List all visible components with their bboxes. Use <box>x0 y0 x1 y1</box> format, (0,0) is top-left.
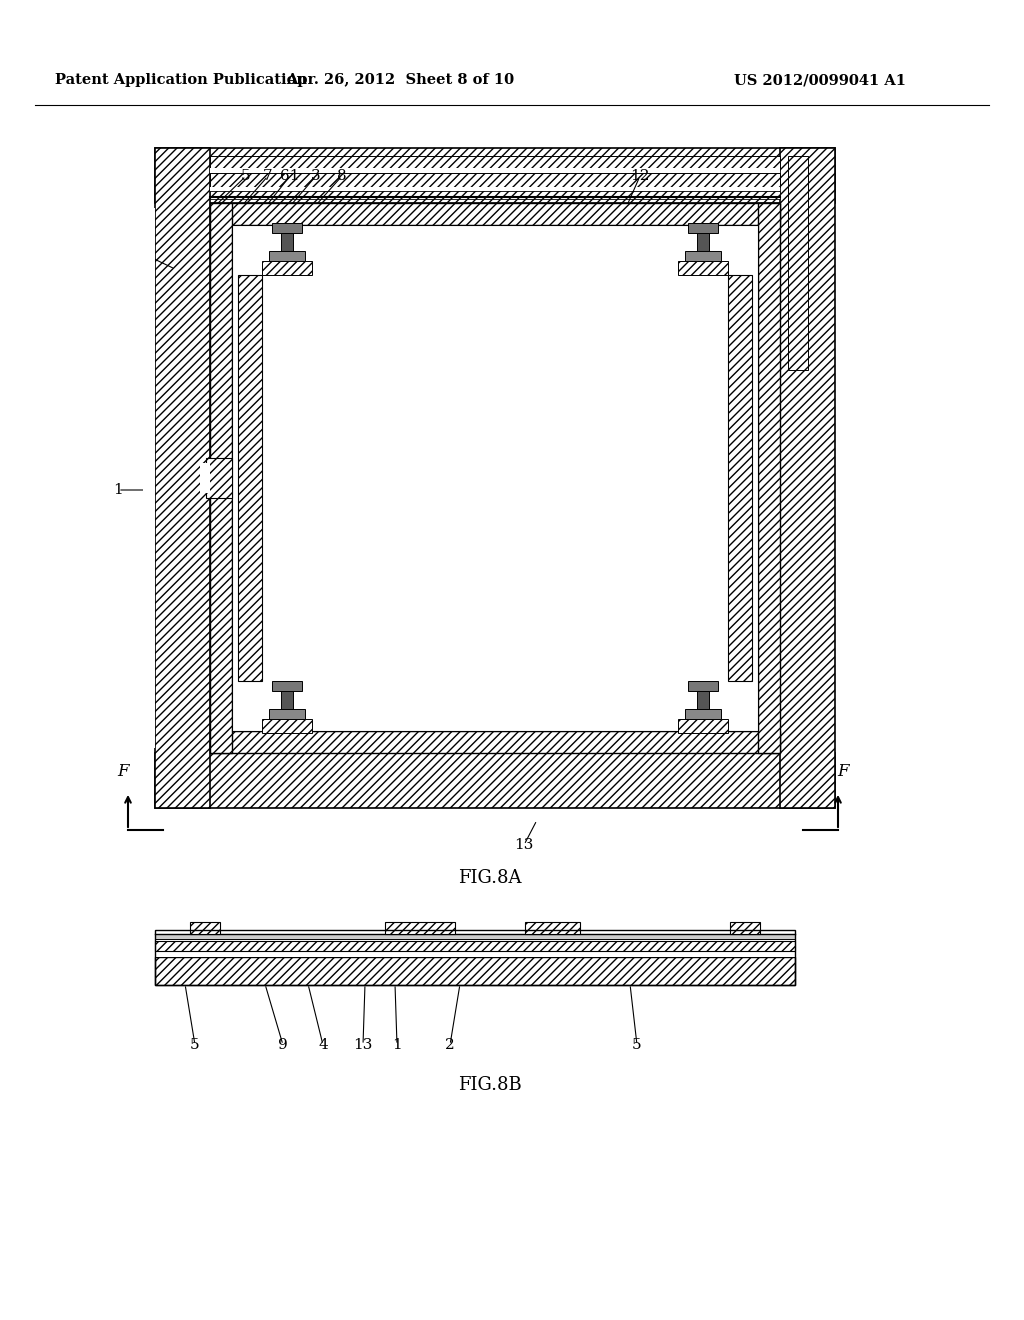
Bar <box>385 921 455 935</box>
Text: 5: 5 <box>190 1038 200 1052</box>
Bar <box>155 148 835 203</box>
Text: FIG.8B: FIG.8B <box>458 1076 522 1094</box>
Bar <box>210 168 780 173</box>
Text: 2: 2 <box>143 249 153 263</box>
Bar <box>685 251 721 261</box>
Bar <box>678 719 728 733</box>
Bar <box>788 156 808 370</box>
Bar <box>238 275 262 681</box>
Text: 61: 61 <box>281 169 300 183</box>
Text: Apr. 26, 2012  Sheet 8 of 10: Apr. 26, 2012 Sheet 8 of 10 <box>286 73 514 87</box>
Text: 3: 3 <box>311 169 321 183</box>
Text: 2: 2 <box>445 1038 455 1052</box>
Bar <box>210 203 780 224</box>
Text: 5: 5 <box>632 1038 642 1052</box>
Bar <box>272 681 302 690</box>
Bar <box>525 921 580 935</box>
Bar <box>758 203 780 752</box>
Bar <box>155 950 795 957</box>
Bar <box>200 463 210 492</box>
Text: 13: 13 <box>514 838 534 851</box>
Text: 12: 12 <box>630 169 650 183</box>
Text: US 2012/0099041 A1: US 2012/0099041 A1 <box>734 73 906 87</box>
Bar <box>272 223 302 234</box>
Bar <box>155 148 210 808</box>
Bar <box>281 690 293 709</box>
Bar <box>155 941 795 950</box>
Bar <box>697 690 709 709</box>
Bar <box>210 203 232 752</box>
Bar <box>728 275 752 681</box>
Text: 4: 4 <box>318 1038 328 1052</box>
Bar <box>155 931 795 985</box>
Bar <box>210 173 780 187</box>
Bar <box>155 957 795 985</box>
Text: FIG.8A: FIG.8A <box>459 869 522 887</box>
Bar <box>155 752 835 808</box>
Bar <box>210 156 780 168</box>
Bar <box>210 731 780 752</box>
Text: F: F <box>838 763 849 780</box>
Bar <box>262 719 312 733</box>
Bar <box>688 681 718 690</box>
Bar <box>269 709 305 719</box>
Bar <box>155 935 795 939</box>
Text: 1: 1 <box>113 483 123 498</box>
Text: 8: 8 <box>337 169 347 183</box>
Bar <box>210 203 780 752</box>
Text: 1: 1 <box>392 1038 401 1052</box>
Bar <box>190 921 220 935</box>
Bar <box>780 148 835 808</box>
Text: Patent Application Publication: Patent Application Publication <box>55 73 307 87</box>
Bar <box>688 223 718 234</box>
Bar <box>210 187 780 191</box>
Bar <box>269 251 305 261</box>
Bar <box>143 209 155 748</box>
Bar <box>281 234 293 251</box>
Bar <box>678 261 728 275</box>
Text: F: F <box>118 763 129 780</box>
Text: 9: 9 <box>279 1038 288 1052</box>
Bar <box>210 191 780 199</box>
Bar <box>262 261 312 275</box>
Bar <box>685 709 721 719</box>
Bar <box>206 458 232 498</box>
Text: 5: 5 <box>242 169 251 183</box>
Text: 13: 13 <box>353 1038 373 1052</box>
Text: 7: 7 <box>263 169 272 183</box>
Bar <box>697 234 709 251</box>
Bar <box>232 224 758 731</box>
Bar <box>730 921 760 935</box>
